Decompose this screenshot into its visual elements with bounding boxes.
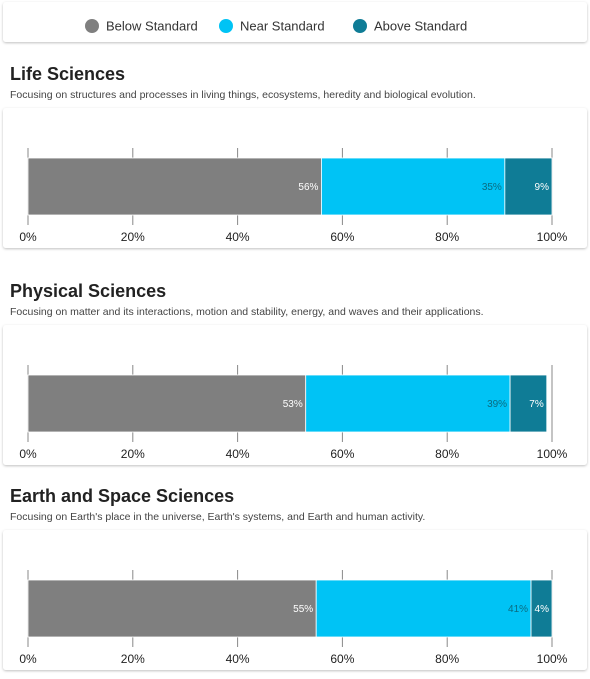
- legend-swatch: [85, 19, 99, 33]
- legend-swatch: [219, 19, 233, 33]
- x-tick-label: 100%: [537, 447, 568, 461]
- bar-segment: [305, 374, 511, 433]
- legend-swatch: [353, 19, 367, 33]
- legend-label: Above Standard: [374, 18, 467, 33]
- x-tick-label: 60%: [330, 230, 354, 244]
- legend-label: Below Standard: [106, 18, 198, 33]
- x-tick-label: 100%: [537, 652, 568, 666]
- value-label: 41%: [508, 604, 528, 615]
- bar-segment: [27, 374, 307, 433]
- x-tick-label: 20%: [121, 230, 145, 244]
- legend-label: Near Standard: [240, 18, 325, 33]
- section-subtitle: Focusing on Earth's place in the univers…: [10, 511, 425, 523]
- section-title: Earth and Space Sciences: [10, 486, 234, 506]
- value-label: 55%: [293, 604, 313, 615]
- x-tick-label: 0%: [19, 230, 37, 244]
- x-tick-label: 80%: [435, 230, 459, 244]
- bar-segment: [315, 579, 532, 638]
- x-tick-label: 0%: [19, 447, 37, 461]
- x-tick-label: 20%: [121, 652, 145, 666]
- bar-segment: [27, 157, 322, 216]
- x-tick-label: 80%: [435, 447, 459, 461]
- x-tick-label: 40%: [226, 447, 250, 461]
- x-tick-label: 80%: [435, 652, 459, 666]
- bar-segment: [27, 579, 317, 638]
- x-tick-label: 100%: [537, 230, 568, 244]
- value-label: 35%: [482, 182, 502, 193]
- section-subtitle: Focusing on structures and processes in …: [10, 89, 476, 101]
- legend-card: [3, 2, 587, 42]
- bar-segment: [321, 157, 506, 216]
- value-label: 53%: [283, 399, 303, 410]
- value-label: 7%: [529, 399, 544, 410]
- x-tick-label: 40%: [226, 652, 250, 666]
- x-tick-label: 20%: [121, 447, 145, 461]
- bar-segment: [504, 157, 553, 216]
- x-tick-label: 0%: [19, 652, 37, 666]
- value-label: 39%: [487, 399, 507, 410]
- value-label: 4%: [535, 604, 550, 615]
- bar-segment: [530, 579, 553, 638]
- value-label: 9%: [535, 182, 550, 193]
- section-subtitle: Focusing on matter and its interactions,…: [10, 306, 484, 318]
- section-title: Physical Sciences: [10, 281, 166, 301]
- x-tick-label: 40%: [226, 230, 250, 244]
- value-label: 56%: [298, 182, 318, 193]
- bar-segment: [509, 374, 548, 433]
- x-tick-label: 60%: [330, 652, 354, 666]
- section-title: Life Sciences: [10, 64, 125, 84]
- x-tick-label: 60%: [330, 447, 354, 461]
